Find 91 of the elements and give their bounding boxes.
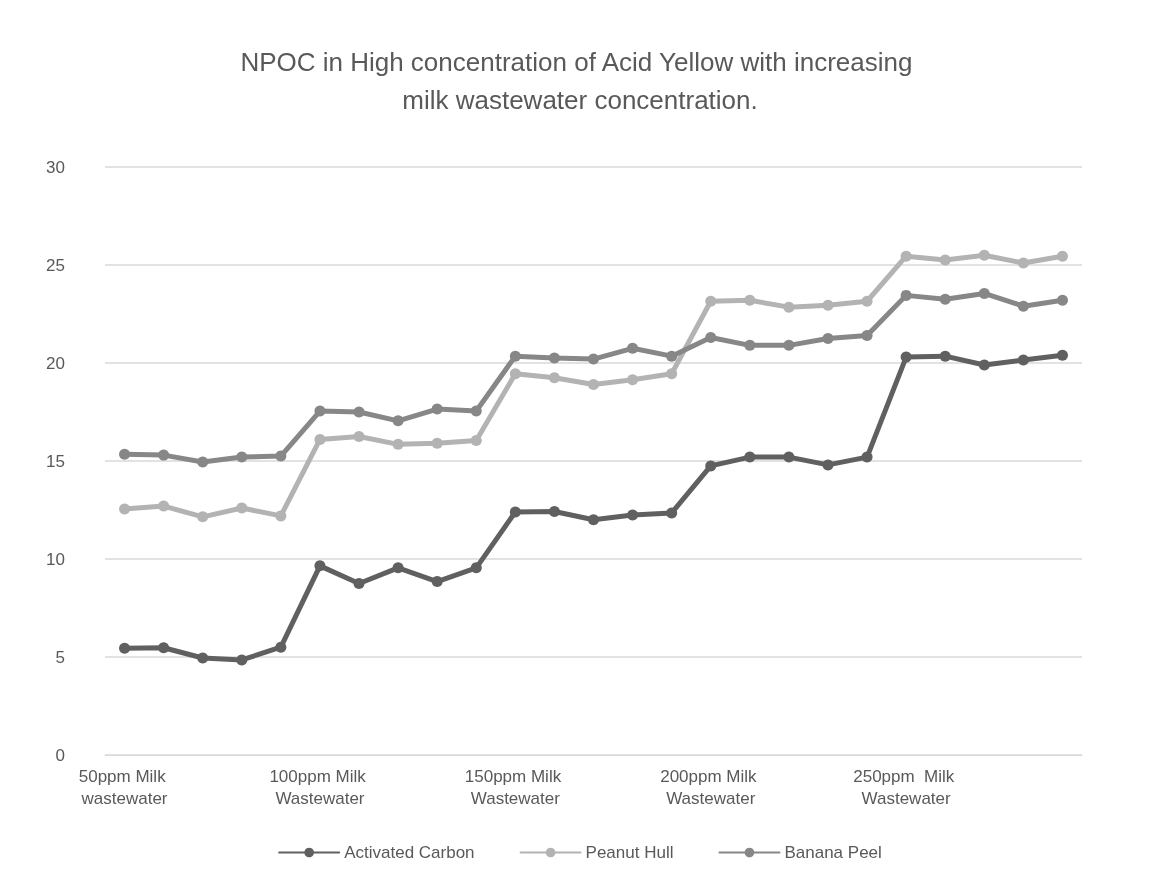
point xyxy=(744,339,756,351)
point xyxy=(861,451,873,463)
point xyxy=(783,451,795,463)
point xyxy=(1056,250,1068,262)
point xyxy=(1017,300,1029,312)
point xyxy=(470,434,482,446)
y-tick-label: 10 xyxy=(46,549,65,569)
point xyxy=(900,351,912,363)
point xyxy=(197,652,209,664)
x-tick-label: 100ppm Milk Wastewater xyxy=(269,766,371,808)
point xyxy=(353,406,365,418)
point xyxy=(666,350,678,362)
point xyxy=(548,372,560,384)
point xyxy=(197,456,209,468)
legend-label: Banana Peel xyxy=(784,843,882,862)
chart-title: NPOC in High concentration of Acid Yellow with increasing milk wastewater concentration. xyxy=(240,47,920,115)
point xyxy=(978,287,990,299)
point xyxy=(783,339,795,351)
point xyxy=(236,502,248,514)
point xyxy=(275,510,287,522)
x-tick-label: 50ppm Milk wastewater xyxy=(78,766,171,808)
point xyxy=(900,289,912,301)
point xyxy=(744,294,756,306)
point xyxy=(588,353,599,365)
point xyxy=(275,450,287,462)
x-tick-label: 200ppm Milk Wastewater xyxy=(660,766,762,808)
point xyxy=(119,642,131,654)
point xyxy=(627,342,639,354)
y-tick-label: 5 xyxy=(55,647,65,667)
point xyxy=(861,295,873,307)
point xyxy=(822,333,834,344)
point xyxy=(861,330,873,342)
point xyxy=(666,368,678,380)
point xyxy=(548,506,560,518)
point xyxy=(353,578,365,589)
point xyxy=(314,433,326,445)
point xyxy=(939,254,951,266)
y-tick-label: 0 xyxy=(55,745,65,765)
point xyxy=(275,641,287,653)
point xyxy=(939,293,951,305)
point xyxy=(119,503,131,515)
point xyxy=(548,352,560,364)
point xyxy=(588,379,599,391)
point xyxy=(470,562,482,574)
x-tick-label: 150ppm Milk Wastewater xyxy=(464,766,566,808)
point xyxy=(627,374,639,386)
point xyxy=(431,437,443,449)
point xyxy=(1056,349,1068,361)
point xyxy=(900,250,912,262)
point xyxy=(392,438,404,450)
point xyxy=(431,403,443,415)
point xyxy=(783,301,795,313)
point xyxy=(119,448,131,460)
y-tick-label: 30 xyxy=(46,157,65,177)
point xyxy=(158,642,170,654)
point xyxy=(705,460,717,472)
point xyxy=(509,350,521,362)
x-tick-label: 250ppm Milk Wastewater xyxy=(853,766,960,808)
point xyxy=(197,511,209,523)
legend-label: Peanut Hull xyxy=(585,843,674,862)
point xyxy=(939,350,951,362)
point xyxy=(627,509,639,521)
point xyxy=(392,415,404,427)
point xyxy=(822,299,834,311)
point xyxy=(431,576,443,588)
point xyxy=(666,507,678,519)
point xyxy=(158,449,170,461)
point xyxy=(705,295,717,307)
point xyxy=(509,368,521,380)
point xyxy=(353,431,365,442)
point xyxy=(978,249,990,261)
point xyxy=(509,506,521,518)
point xyxy=(1056,294,1068,306)
point xyxy=(158,500,170,512)
point xyxy=(1017,257,1029,269)
point xyxy=(314,405,326,417)
point xyxy=(978,359,990,371)
y-tick-label: 15 xyxy=(46,451,65,471)
point xyxy=(705,332,717,344)
point xyxy=(744,451,756,463)
y-tick-label: 20 xyxy=(46,353,65,373)
point xyxy=(588,514,599,526)
point xyxy=(822,459,834,471)
point xyxy=(236,654,248,666)
y-tick-label: 25 xyxy=(46,255,65,275)
point xyxy=(470,405,482,417)
legend-label: Activated Carbon xyxy=(344,843,475,862)
point xyxy=(1017,354,1029,366)
point xyxy=(392,562,404,574)
point xyxy=(314,560,326,572)
point xyxy=(236,451,248,463)
